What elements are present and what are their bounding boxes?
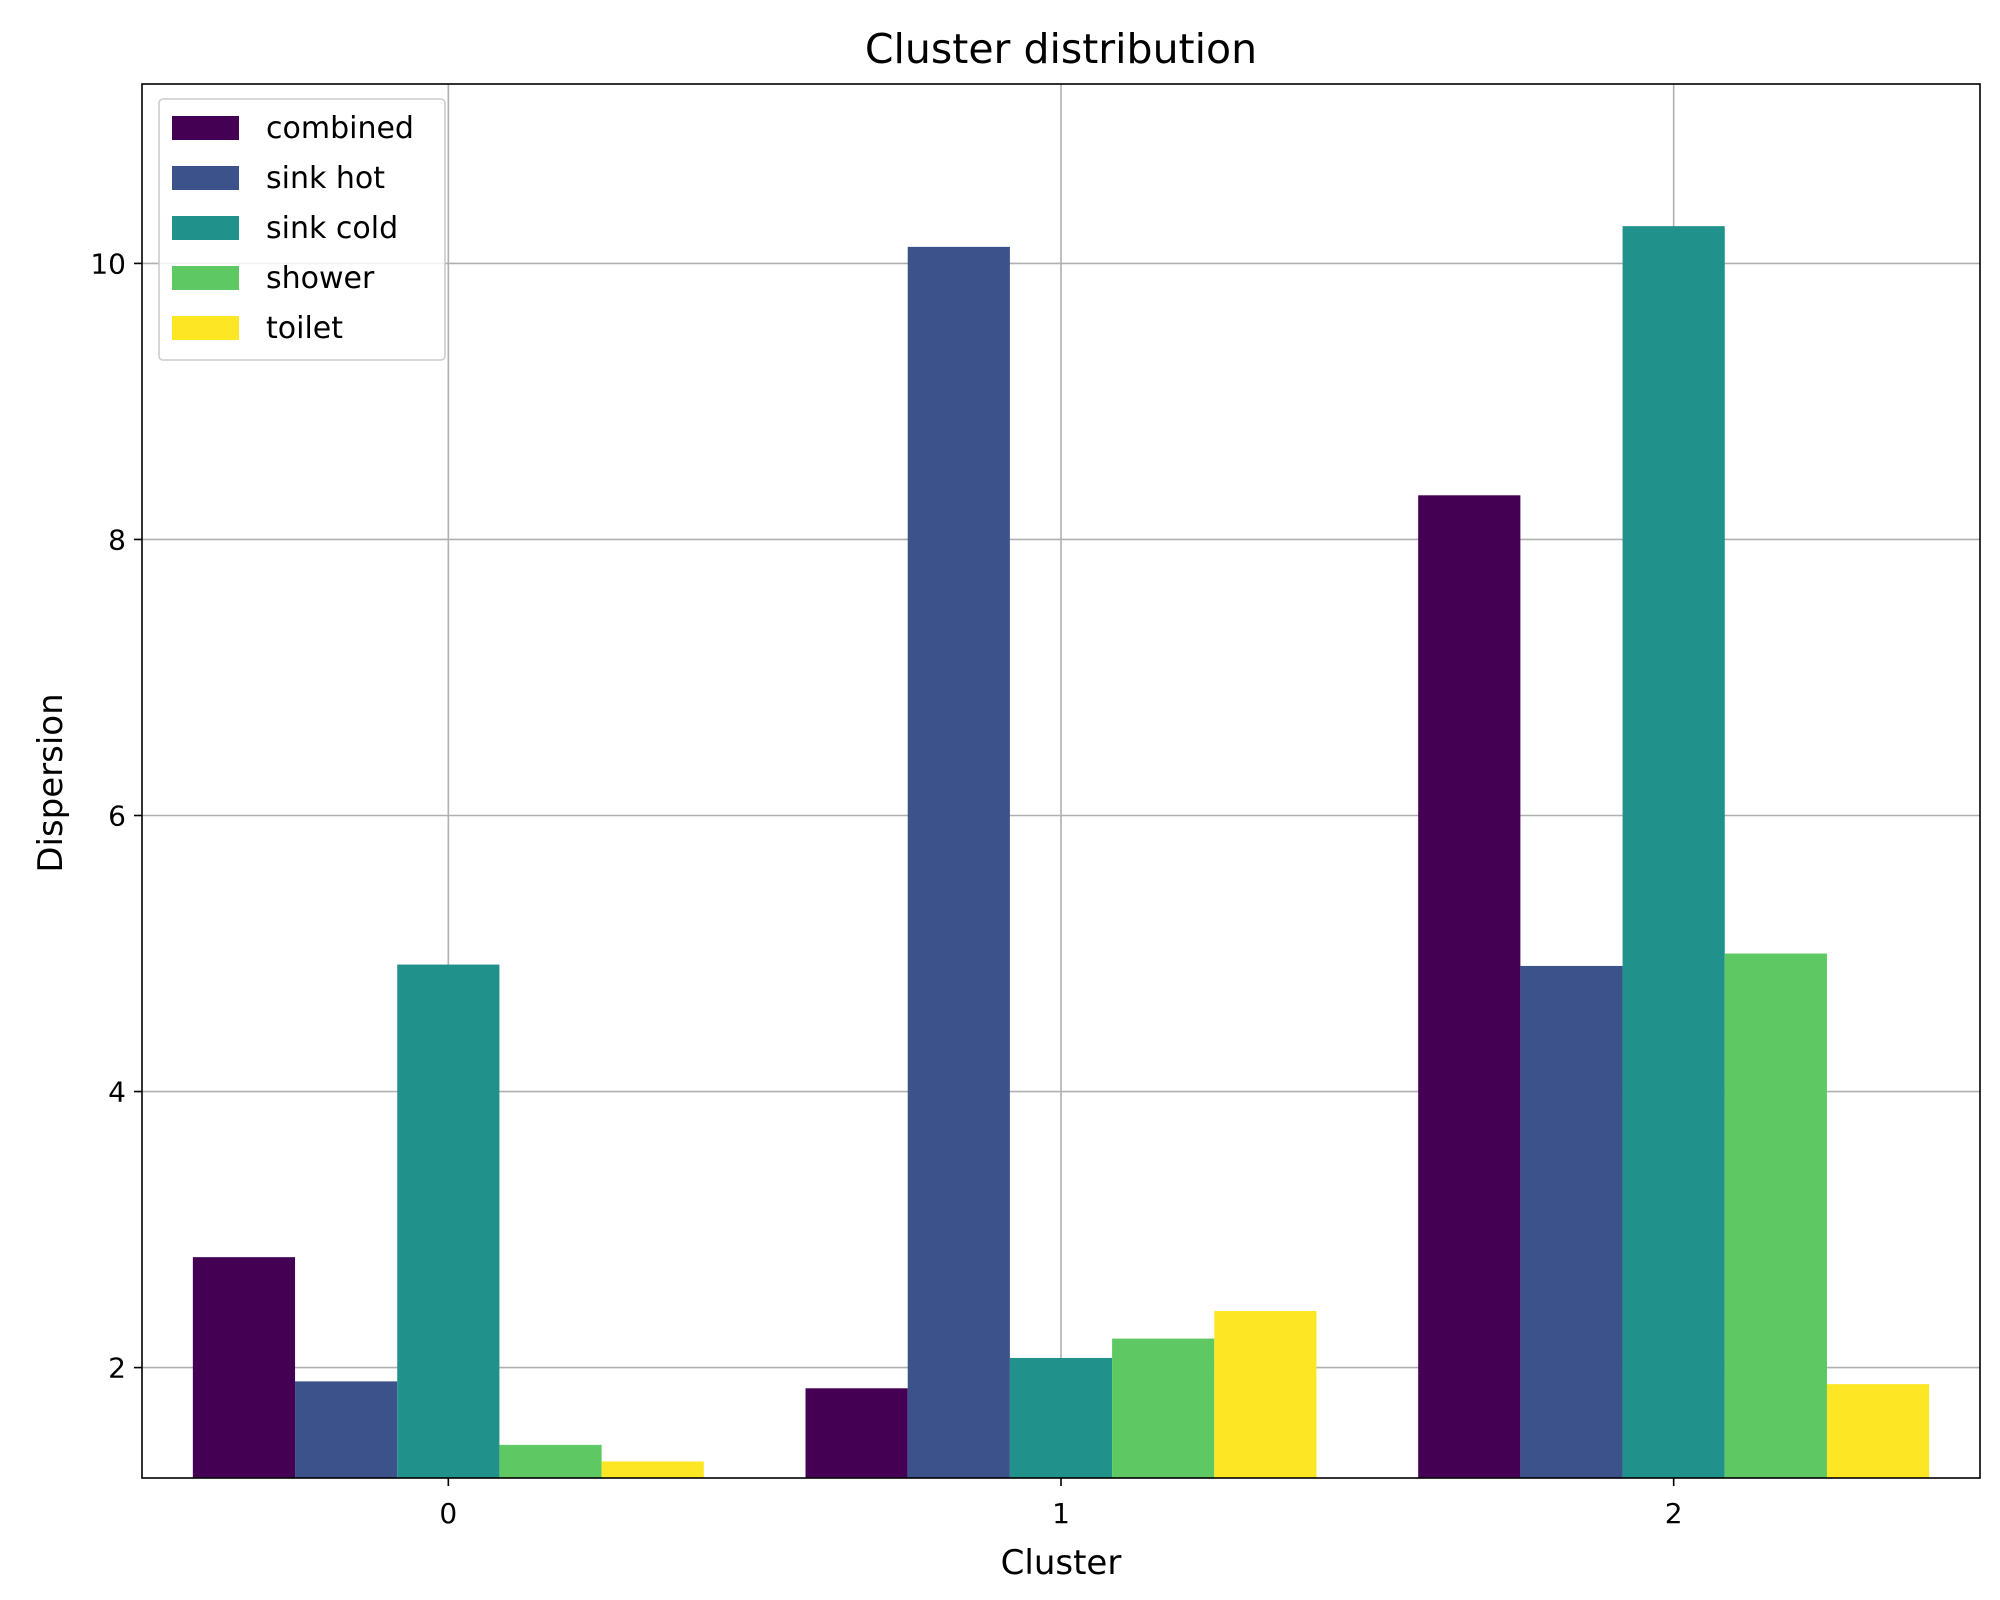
legend-swatch-sink-cold	[172, 216, 239, 240]
x-tick-label: 2	[1665, 1497, 1683, 1530]
y-tick-label: 8	[108, 523, 126, 556]
y-tick-label: 6	[108, 800, 126, 833]
bar-sink-hot-cluster-2	[1520, 965, 1623, 1478]
bar-sink-hot-cluster-1	[907, 246, 1010, 1478]
legend-label-toilet: toilet	[266, 311, 343, 346]
bar-combined-cluster-0	[192, 1257, 296, 1478]
bar-shower-cluster-0	[499, 1444, 602, 1478]
bars-layer	[192, 226, 1930, 1478]
y-tick-label: 10	[90, 247, 126, 280]
bar-shower-cluster-2	[1724, 953, 1827, 1478]
bar-toilet-cluster-0	[601, 1461, 704, 1478]
legend-label-sink-cold: sink cold	[266, 211, 398, 246]
x-tick-label: 1	[1052, 1497, 1070, 1530]
legend-swatch-combined	[172, 116, 239, 140]
y-tick-label: 2	[108, 1352, 126, 1385]
bar-sink-cold-cluster-1	[1009, 1357, 1113, 1478]
legend-items: combined sink hot sink cold shower toilet	[172, 111, 414, 346]
bar-combined-cluster-1	[805, 1388, 908, 1478]
legend-label-shower: shower	[266, 261, 375, 296]
bar-combined-cluster-2	[1418, 495, 1521, 1478]
legend-swatch-sink-hot	[172, 166, 239, 190]
bar-toilet-cluster-1	[1214, 1310, 1317, 1478]
legend-label-combined: combined	[266, 111, 414, 146]
y-tick-label: 4	[108, 1076, 126, 1109]
y-axis-label: Dispersion	[31, 693, 71, 872]
legend-label-sink-hot: sink hot	[266, 161, 385, 196]
legend-frame	[158, 98, 446, 361]
bar-sink-cold-cluster-0	[397, 964, 500, 1478]
x-tick-label: 0	[439, 1497, 457, 1530]
bar-shower-cluster-1	[1112, 1338, 1215, 1478]
bar-toilet-cluster-2	[1826, 1384, 1930, 1478]
ticks-layer: 2 4 6 8 10 0 1 2	[90, 247, 1682, 1530]
chart-title: Cluster distribution	[865, 25, 1257, 73]
legend-swatch-shower	[172, 266, 239, 290]
legend: combined sink hot sink cold shower toilet	[158, 98, 446, 361]
x-axis-label: Cluster	[1001, 1543, 1122, 1583]
legend-swatch-toilet	[172, 316, 239, 340]
bar-sink-cold-cluster-2	[1622, 226, 1725, 1478]
bar-sink-hot-cluster-0	[295, 1381, 398, 1478]
